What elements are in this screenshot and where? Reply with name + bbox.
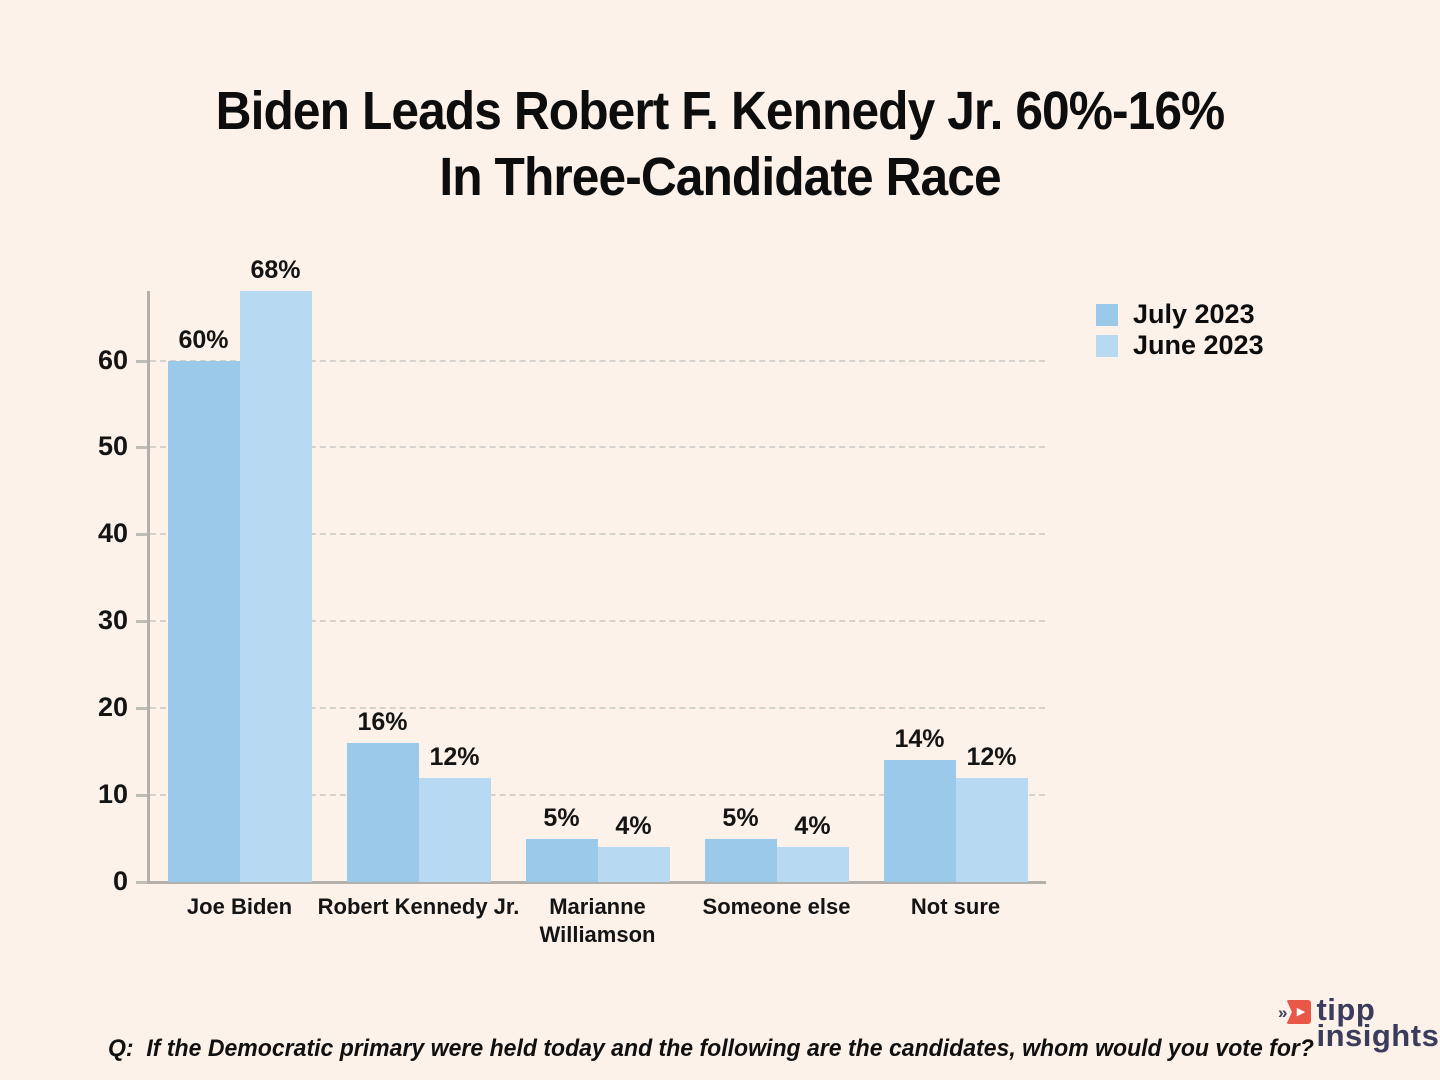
chart-title-line1: Biden Leads Robert F. Kennedy Jr. 60%-16…: [215, 81, 1226, 141]
logo-wordmark: tipp insights: [1316, 992, 1440, 1053]
gridline-30: [150, 620, 1045, 623]
x-category-label-2: Marianne Williamson: [539, 894, 656, 947]
logo-speed-lines-icon: »: [1278, 1003, 1288, 1022]
chart-title-line2: In Three-Candidate Race: [439, 147, 1001, 207]
y-tick-label-20: 20: [97, 692, 128, 723]
value-label-june-3: 4%: [794, 812, 831, 841]
legend-swatch-0: [1096, 303, 1118, 326]
value-label-july-4: 14%: [894, 725, 945, 754]
y-tickmark-30: [136, 620, 150, 624]
y-tickmark-50: [136, 446, 150, 450]
logo-arrow-icon: ▶: [1296, 1005, 1306, 1018]
y-tick-label-40: 40: [97, 518, 128, 549]
legend-label-0: July 2023: [1133, 299, 1255, 329]
chart-footnote: Q: If the Democratic primary were held t…: [108, 956, 1318, 1080]
y-tick-label-0: 0: [112, 866, 128, 896]
chart-legend: July 2023 June 2023: [1096, 299, 1264, 361]
bar-june-2: [597, 847, 670, 882]
bar-july-0: [167, 360, 240, 882]
bar-june-1: [418, 777, 491, 882]
bar-july-1: [346, 742, 419, 882]
x-axis-line: [147, 881, 1046, 884]
logo-word-tipp: tipp: [1316, 992, 1376, 1027]
value-label-june-0: 68%: [250, 256, 301, 284]
legend-label-1: June 2023: [1133, 330, 1264, 360]
y-tick-label-50: 50: [97, 431, 128, 462]
bar-june-4: [955, 777, 1028, 882]
bar-june-3: [776, 847, 849, 882]
y-tickmark-10: [136, 794, 150, 798]
bar-july-3: [704, 838, 777, 882]
y-tick-label-30: 30: [97, 605, 128, 636]
gridline-60: [150, 359, 1045, 362]
x-category-label-1: Robert Kennedy Jr.: [317, 894, 520, 919]
y-axis-line: [147, 291, 150, 884]
y-tickmark-0: [136, 881, 150, 884]
x-category-label-0: Joe Biden: [186, 894, 293, 919]
legend-item-0: July 2023: [1096, 299, 1264, 330]
value-label-july-1: 16%: [357, 707, 408, 736]
gridline-20: [150, 707, 1045, 710]
gridline-10: [150, 794, 1045, 797]
bar-july-2: [525, 838, 598, 882]
value-label-june-4: 12%: [966, 742, 1017, 771]
bar-july-4: [883, 760, 956, 882]
gridline-40: [150, 533, 1045, 536]
logo-word-insights: insights: [1316, 1018, 1440, 1053]
value-label-july-3: 5%: [722, 803, 759, 832]
x-category-label-4: Not sure: [910, 894, 1001, 919]
y-tick-label-10: 10: [97, 779, 128, 810]
logo-flag-icon: ▶: [1286, 1000, 1312, 1024]
tipp-insights-logo: » ▶ tipp insights: [1278, 992, 1440, 1053]
y-tickmark-60: [136, 359, 150, 363]
y-tick-label-60: 60: [97, 344, 128, 375]
bar-june-0: [239, 291, 312, 882]
legend-swatch-1: [1096, 334, 1118, 357]
gridline-50: [150, 446, 1045, 449]
y-tickmark-40: [136, 533, 150, 537]
x-category-label-3: Someone else: [702, 894, 851, 919]
legend-item-1: June 2023: [1096, 330, 1264, 361]
y-tickmark-20: [136, 707, 150, 711]
value-label-june-1: 12%: [429, 742, 480, 771]
value-label-june-2: 4%: [615, 812, 652, 841]
survey-question: Q: If the Democratic primary were held t…: [108, 1035, 1314, 1062]
value-label-july-2: 5%: [543, 803, 580, 832]
value-label-july-0: 60%: [178, 325, 229, 354]
chart-title: Biden Leads Robert F. Kennedy Jr. 60%-16…: [58, 78, 1383, 210]
